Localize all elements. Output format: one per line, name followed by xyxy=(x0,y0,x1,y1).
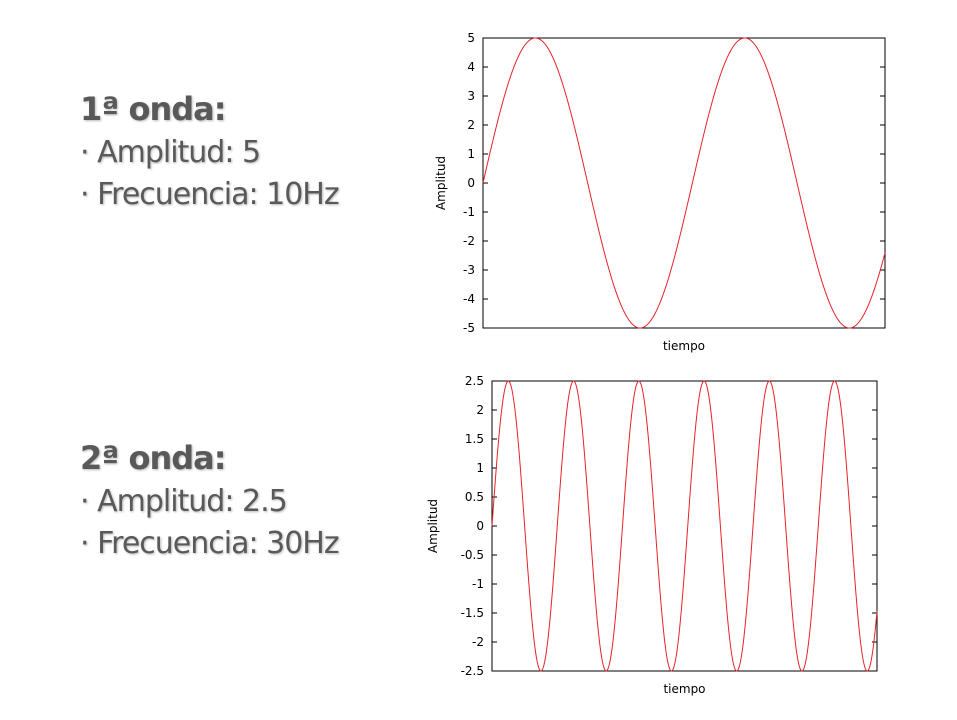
wave-2-amplitude: · Amplitud: 2.5 xyxy=(80,484,288,519)
y-tick-label: -2.5 xyxy=(461,664,484,678)
x-axis-label: tiempo xyxy=(663,339,705,353)
wave-2-heading: 2ª onda: xyxy=(80,439,227,477)
wave-1-amplitude: · Amplitud: 5 xyxy=(80,135,261,170)
x-axis-label: tiempo xyxy=(663,682,705,696)
y-tick-label: 1 xyxy=(467,147,475,161)
y-tick-label: -2 xyxy=(472,635,484,649)
y-tick-label: 2 xyxy=(476,403,484,417)
series-line xyxy=(491,380,878,672)
wave-1-frequency: · Frecuencia: 10Hz xyxy=(80,177,340,212)
y-tick-label: -4 xyxy=(463,292,475,306)
y-tick-label: 0 xyxy=(467,176,475,190)
y-tick-label: -1.5 xyxy=(461,606,484,620)
y-tick-label: -5 xyxy=(463,321,475,335)
y-tick-label: 0 xyxy=(476,519,484,533)
y-tick-label: 2 xyxy=(467,118,475,132)
y-tick-label: 0.5 xyxy=(465,490,484,504)
wave-2-frequency: · Frecuencia: 30Hz xyxy=(80,526,340,561)
y-tick-label: -3 xyxy=(463,263,475,277)
wave-1-description: 1ª onda: · Amplitud: 5 · Frecuencia: 10H… xyxy=(80,88,340,216)
y-tick-label: -1 xyxy=(463,205,475,219)
y-tick-label: 1 xyxy=(476,461,484,475)
y-tick-label: 4 xyxy=(467,60,475,74)
y-tick-label: 1.5 xyxy=(465,432,484,446)
y-axis-label: Amplitud xyxy=(434,156,448,210)
wave-1-heading: 1ª onda: xyxy=(80,90,227,128)
y-tick-label: -0.5 xyxy=(461,548,484,562)
y-tick-label: -1 xyxy=(472,577,484,591)
plot-frame xyxy=(491,380,878,672)
y-tick-label: 3 xyxy=(467,89,475,103)
y-tick-label: 2.5 xyxy=(465,374,484,388)
y-tick-label: -2 xyxy=(463,234,475,248)
series-line xyxy=(482,37,886,329)
y-axis-label: Amplitud xyxy=(426,499,440,553)
y-tick-label: 5 xyxy=(467,31,475,45)
wave-2-description: 2ª onda: · Amplitud: 2.5 · Frecuencia: 3… xyxy=(80,437,340,565)
